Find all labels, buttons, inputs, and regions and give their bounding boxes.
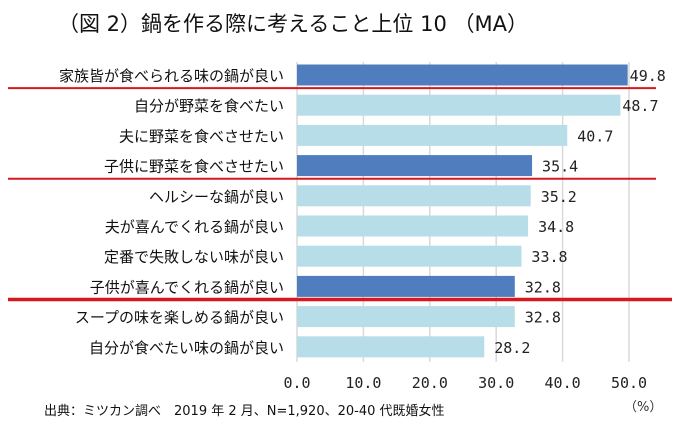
bar (297, 64, 628, 86)
x-tick-label: 40.0 (545, 374, 581, 392)
category-label: スープの味を楽しめる鍋が良い (75, 309, 284, 327)
category-label: 自分が食べたい味の鍋が良い (89, 339, 284, 357)
data-label: 32.8 (525, 278, 561, 296)
source-note: 出典：ミツカン調べ 2019 年 2 月、N=1,920、20-40 代既婚女性 (44, 404, 445, 419)
data-label: 49.8 (630, 67, 666, 85)
data-label: 34.8 (538, 218, 574, 236)
x-tick-label: 30.0 (478, 374, 514, 392)
bar (297, 94, 621, 116)
category-label: ヘルシーな鍋が良い (149, 188, 284, 206)
bar (297, 155, 533, 177)
bar (297, 215, 529, 237)
bar (297, 124, 568, 146)
data-label: 32.8 (525, 309, 561, 327)
x-tick-label: 20.0 (412, 374, 448, 392)
data-label: 35.2 (541, 188, 577, 206)
data-label: 28.2 (494, 339, 530, 357)
data-label: 33.8 (531, 248, 567, 266)
bar (297, 185, 531, 207)
category-label: 家族皆が食べられる味の鍋が良い (59, 67, 284, 85)
category-label: 夫に野菜を食べさせたい (119, 127, 284, 145)
category-label: 定番で失敗しない味が良い (104, 248, 284, 266)
data-label: 40.7 (577, 127, 613, 145)
x-axis-unit: （%） (624, 400, 663, 415)
chart-title: （図 2）鍋を作る際に考えること上位 10 （MA） (58, 12, 528, 36)
bar (297, 245, 522, 267)
x-tick-label: 10.0 (345, 374, 381, 392)
bar (297, 275, 515, 297)
bar (297, 336, 485, 358)
category-label: 子供に野菜を食べさせたい (104, 158, 284, 176)
category-label: 夫が喜んでくれる鍋が良い (105, 218, 284, 236)
data-label: 35.4 (542, 158, 578, 176)
category-label: 子供が喜んでくれる鍋が良い (90, 278, 284, 296)
x-tick-label: 50.0 (611, 374, 647, 392)
bar (297, 306, 515, 328)
x-tick-label: 0.0 (283, 374, 310, 392)
data-label: 48.7 (622, 97, 658, 115)
category-label: 自分が野菜を食べたい (134, 97, 284, 115)
